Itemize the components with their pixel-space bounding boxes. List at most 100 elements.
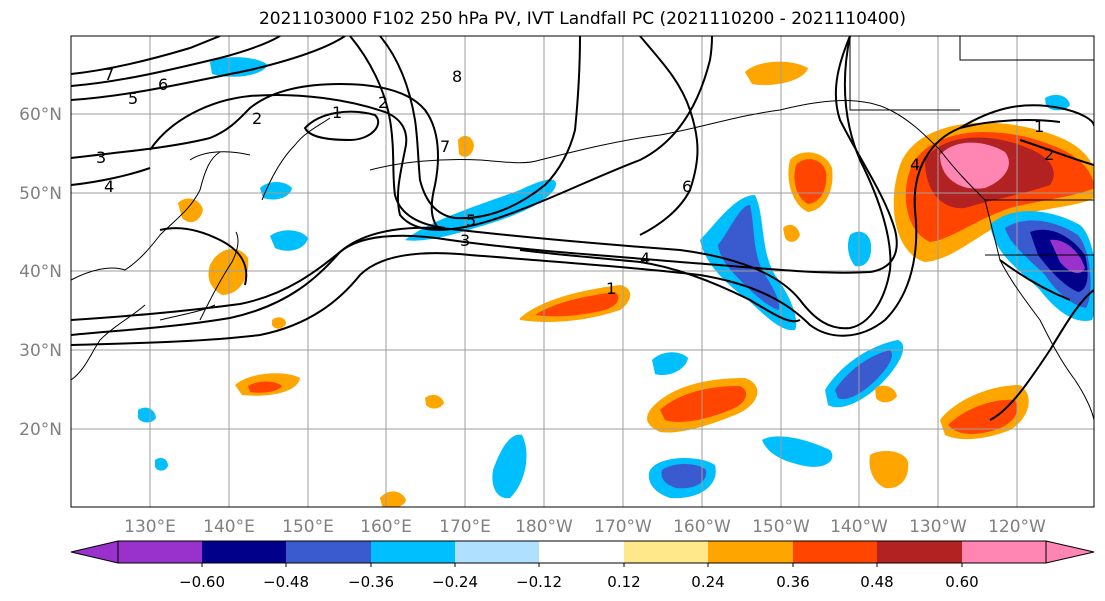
colorbar-cell [371, 541, 455, 563]
colorbar-tick-label: 0.12 [607, 573, 640, 591]
contour-label: 5 [466, 211, 476, 230]
colorbar-extend-min [70, 540, 119, 564]
lon-label: 120°W [988, 517, 1046, 537]
positive-anomaly [272, 317, 286, 329]
contour-label: 5 [128, 89, 138, 108]
colorbar-tick-label: −0.12 [516, 573, 562, 591]
ivt-shading [138, 57, 1094, 507]
pv-contour-east [989, 259, 1094, 421]
colorbar-tick-label: −0.48 [263, 573, 309, 591]
positive-anomaly [425, 394, 444, 409]
negative-anomaly [847, 231, 872, 267]
negative-anomaly [492, 434, 527, 499]
longitude-labels: 130°E 140°E 150°E 160°E 170°E 180°W 170°… [124, 517, 1046, 537]
lon-label: 130°E [124, 517, 176, 537]
negative-anomaly [260, 182, 292, 200]
pv-contour-7 [71, 36, 221, 75]
contour-label: 1 [332, 103, 342, 122]
colorbar-tick-label: −0.60 [179, 573, 225, 591]
lon-label: 160°E [360, 517, 412, 537]
positive-anomaly [208, 248, 249, 295]
contour-label: 7 [440, 137, 450, 156]
lon-label: 130°W [909, 517, 967, 537]
pv-contour-2 [149, 36, 713, 231]
pv-contour-4 [71, 167, 151, 186]
contour-label: 4 [104, 177, 114, 196]
positive-anomaly [660, 386, 747, 422]
negative-anomaly [762, 436, 833, 467]
colorbar-extend-max [1045, 540, 1095, 564]
positive-anomaly [783, 224, 800, 242]
positive-anomaly [535, 292, 619, 317]
negative-anomaly [155, 458, 168, 471]
negative-anomaly [138, 407, 156, 423]
contour-label: 6 [158, 75, 168, 94]
colorbar-cell [539, 541, 624, 563]
pv-contour-7b [349, 36, 446, 229]
positive-anomaly [248, 381, 282, 393]
colorbar-cell [202, 541, 286, 563]
negative-anomaly [270, 230, 308, 251]
contour-labels: 7 6 5 3 4 2 1 2 8 7 6 5 3 4 1 1 2 4 [96, 65, 1054, 298]
positive-anomaly [458, 135, 474, 157]
pv-contour-5 [71, 36, 346, 101]
asia-coastline [71, 151, 221, 381]
lon-label: 170°W [594, 517, 652, 537]
map-frame [70, 35, 1095, 508]
negative-anomaly [718, 205, 780, 310]
lon-label: 140°E [203, 517, 255, 537]
colorbar-cell [708, 541, 793, 563]
colorbar-tick-label: 0.36 [776, 573, 809, 591]
negative-anomaly [835, 350, 893, 400]
coastlines [71, 36, 1094, 421]
lat-label: 20°N [19, 420, 62, 440]
contour-label: 4 [910, 155, 920, 174]
lon-label: 150°E [282, 517, 334, 537]
map-area: 7 6 5 3 4 2 1 2 8 7 6 5 3 4 1 1 2 4 [71, 36, 1094, 507]
colorbar-tick-label: 0.24 [691, 573, 724, 591]
colorbar-frame [117, 540, 1047, 564]
pv-contour-3 [71, 82, 441, 231]
pv-contours [71, 36, 1094, 421]
latitude-labels: 60°N 50°N 40°N 30°N 20°N [19, 105, 62, 440]
positive-anomaly [869, 450, 909, 489]
lon-label: 170°E [439, 517, 491, 537]
contour-label: 2 [252, 109, 262, 128]
colorbar-cell [118, 541, 202, 563]
colorbar-cell [286, 541, 371, 563]
positive-anomaly [875, 385, 897, 403]
border-line [985, 199, 1094, 256]
colorbar: −0.60 −0.48 −0.36 −0.24 −0.12 0.12 0.24 … [70, 540, 1095, 591]
pv-jet-1 [71, 36, 898, 336]
positive-anomaly [380, 491, 406, 507]
positive-anomaly [948, 399, 1018, 435]
colorbar-tick-label: 0.48 [860, 573, 893, 591]
lon-label: 140°W [830, 517, 888, 537]
lon-label: 180°W [515, 517, 573, 537]
colorbar-cell [877, 541, 962, 563]
contour-label: 4 [640, 249, 650, 268]
contour-label: 2 [1044, 145, 1054, 164]
arctic-coastline [849, 36, 1094, 111]
colorbar-tick-label: −0.24 [432, 573, 478, 591]
lat-label: 60°N [19, 105, 62, 125]
pv-jet-3 [71, 119, 1061, 346]
pv-contour-8 [379, 36, 581, 220]
colorbar-tick-label: −0.36 [348, 573, 394, 591]
pv-contour-1 [303, 110, 380, 142]
positive-anomaly [745, 61, 808, 86]
lat-label: 50°N [19, 184, 62, 204]
colorbar-cell [962, 541, 1046, 563]
contour-label: 1 [1034, 117, 1044, 136]
contour-label: 3 [460, 231, 470, 250]
positive-anomaly [940, 142, 1009, 189]
pv-contour-6 [71, 36, 281, 87]
contour-label: 1 [606, 279, 616, 298]
lon-label: 160°W [673, 517, 731, 537]
negative-anomaly [652, 352, 688, 376]
lat-label: 30°N [19, 341, 62, 361]
pv-contour-2b [1019, 139, 1094, 166]
lat-label: 40°N [19, 262, 62, 282]
colorbar-cell [624, 541, 708, 563]
